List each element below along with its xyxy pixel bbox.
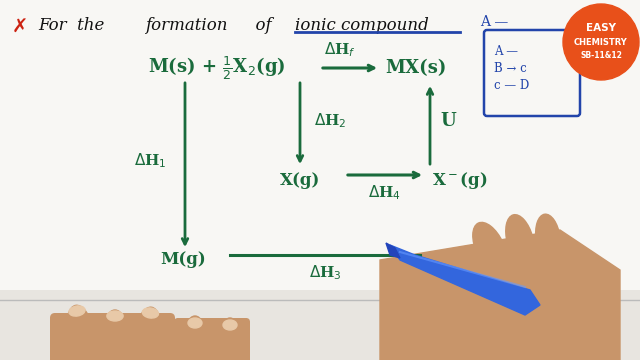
Polygon shape (380, 230, 620, 360)
FancyBboxPatch shape (50, 313, 175, 360)
Text: of: of (245, 17, 282, 34)
FancyBboxPatch shape (174, 318, 250, 360)
Ellipse shape (102, 310, 127, 360)
Ellipse shape (536, 214, 561, 262)
Ellipse shape (219, 318, 241, 360)
Text: ionic compound: ionic compound (295, 17, 429, 34)
Polygon shape (386, 243, 400, 258)
Text: $\Delta$H$_f$: $\Delta$H$_f$ (324, 41, 356, 59)
Ellipse shape (188, 318, 202, 328)
Ellipse shape (223, 320, 237, 330)
FancyBboxPatch shape (484, 30, 580, 116)
Text: ✗: ✗ (12, 18, 28, 37)
Text: A —: A — (480, 15, 508, 29)
Ellipse shape (107, 311, 123, 321)
FancyBboxPatch shape (0, 290, 640, 360)
Polygon shape (390, 245, 540, 315)
Ellipse shape (184, 316, 206, 360)
Ellipse shape (473, 222, 508, 274)
Text: CHEMISTRY: CHEMISTRY (574, 37, 628, 46)
Text: For  the: For the (38, 17, 115, 34)
Text: SB-11&12: SB-11&12 (580, 50, 622, 59)
Ellipse shape (135, 307, 161, 357)
Text: M(s) + $\frac{1}{2}$X$_2$(g): M(s) + $\frac{1}{2}$X$_2$(g) (148, 54, 285, 82)
Text: $\Delta$H$_1$: $\Delta$H$_1$ (134, 152, 166, 170)
FancyBboxPatch shape (0, 0, 640, 310)
Text: U: U (440, 112, 456, 130)
Text: MX(s): MX(s) (385, 59, 446, 77)
Text: formation: formation (145, 17, 227, 34)
Text: B → c: B → c (494, 62, 527, 75)
Ellipse shape (142, 308, 159, 318)
Text: $\Delta$H$_3$: $\Delta$H$_3$ (308, 264, 341, 282)
Circle shape (563, 4, 639, 80)
Text: X$^-$(g): X$^-$(g) (432, 170, 488, 190)
Ellipse shape (69, 306, 85, 316)
Text: M(g): M(g) (160, 252, 205, 269)
Text: $\Delta$H$_2$: $\Delta$H$_2$ (314, 112, 346, 130)
Text: X(g): X(g) (280, 171, 321, 189)
Text: EASY: EASY (586, 23, 616, 33)
Text: $\Delta$H$_4$: $\Delta$H$_4$ (369, 184, 401, 202)
Ellipse shape (506, 215, 534, 265)
Text: c — D: c — D (494, 79, 529, 92)
Text: A —: A — (494, 45, 518, 58)
Ellipse shape (67, 305, 93, 355)
